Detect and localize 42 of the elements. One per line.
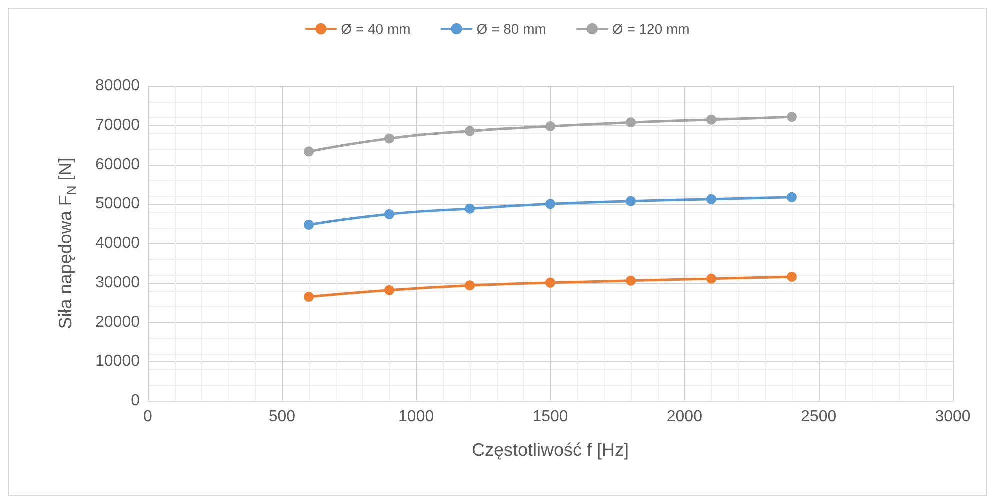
point (304, 220, 314, 230)
legend-label: Ø = 40 mm (341, 21, 411, 37)
x-tick-label: 1000 (398, 408, 434, 426)
y-axis-title: Siła napędowa FN [N] (56, 158, 79, 330)
point (626, 196, 636, 206)
x-tick-label: 0 (144, 408, 153, 426)
point (384, 285, 394, 296)
point (706, 274, 716, 284)
point (384, 134, 394, 144)
point (626, 276, 636, 286)
point (304, 146, 314, 157)
x-tick-label: 500 (268, 408, 296, 426)
y-tick-label: 70000 (96, 116, 140, 134)
point (546, 122, 556, 132)
point (787, 112, 797, 122)
point (787, 272, 797, 282)
point (465, 126, 475, 136)
y-tick-label: 0 (131, 392, 140, 410)
point (304, 292, 314, 302)
point (465, 280, 475, 291)
point (465, 204, 475, 214)
x-tick-label: 1500 (532, 408, 568, 426)
point (787, 192, 797, 202)
point (546, 199, 556, 210)
y-tick-label: 50000 (96, 196, 140, 213)
y-tick-label: 20000 (96, 314, 140, 331)
point (384, 209, 394, 220)
legend-label: Ø = 80 mm (476, 21, 546, 37)
legend-label: Ø = 120 mm (612, 21, 690, 37)
point (706, 194, 716, 204)
point (546, 278, 556, 288)
y-tick-label: 30000 (96, 274, 140, 292)
y-tick-label: 40000 (96, 235, 140, 252)
x-tick-label: 2000 (666, 408, 703, 426)
point (706, 114, 716, 125)
point (626, 118, 636, 128)
x-tick-label: 3000 (935, 408, 971, 426)
y-tick-label: 80000 (96, 78, 140, 94)
y-tick-label: 60000 (96, 156, 140, 174)
x-axis-title: Częstotliwość f [Hz] (472, 440, 630, 460)
y-tick-label: 10000 (96, 353, 140, 370)
x-tick-label: 2500 (801, 408, 837, 426)
